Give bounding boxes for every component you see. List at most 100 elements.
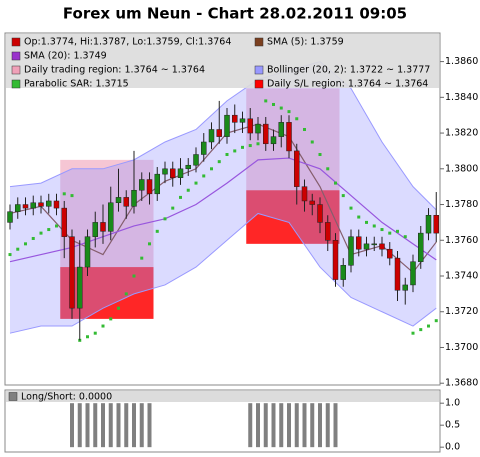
legend-label: SMA (20): 1.3749 (24, 51, 107, 62)
candle-body (286, 122, 292, 152)
bar (287, 403, 291, 448)
bar (271, 403, 276, 448)
lower-panel: Long/Short: 0.0000 0.0 0.5 1.0 (6, 391, 460, 453)
sar-dot (225, 153, 229, 157)
sar-dot (55, 224, 58, 228)
main-panel: 1.3680 1.3700 1.3720 1.3740 1.3760 1.3780 1.38… (7, 56, 478, 389)
sar-dot (326, 167, 330, 171)
bar (108, 403, 113, 448)
candle-body (177, 168, 184, 178)
legend-swatch (8, 392, 18, 401)
bar (263, 403, 268, 448)
candle-body (239, 118, 246, 123)
candle-body (278, 122, 284, 137)
candle-body (201, 141, 207, 155)
candle-body (216, 129, 222, 137)
legend-label: Daily trading region: 1.3764 ~ 1.3764 (24, 65, 205, 76)
candle-body (15, 204, 21, 212)
sar-dot (217, 160, 221, 164)
bar (318, 403, 322, 448)
sar-dot (357, 215, 361, 219)
sar-dot (388, 231, 392, 235)
legend-label: Op:1.3774, Hi:1.3787, Lo:1.3759, Cl:1.37… (24, 37, 231, 48)
sar-dot (31, 236, 35, 240)
sar-dot (334, 181, 337, 185)
candle-body (340, 265, 346, 280)
bar (132, 403, 136, 448)
sar-dot (148, 242, 151, 246)
sar-dot (24, 242, 27, 246)
sar-dot (202, 174, 206, 178)
bar (256, 403, 260, 448)
candle-body (232, 114, 238, 123)
candle-body (77, 266, 83, 309)
sar-dot (124, 292, 128, 296)
sar-dot (47, 228, 51, 232)
candle-body (255, 123, 261, 134)
sar-dot (163, 217, 167, 221)
candle-body (325, 222, 331, 241)
y-tick-label: 1.3760 (445, 235, 478, 246)
sar-dot (132, 274, 136, 278)
legend-swatch (11, 79, 21, 89)
candle-body (356, 236, 362, 250)
legend-label: SMA (5): 1.3759 (267, 37, 344, 48)
candle-body (387, 248, 393, 259)
y-tick-label: 1.3820 (445, 128, 478, 139)
candle-body (139, 179, 145, 191)
candle-body (38, 202, 44, 207)
sar-dot (411, 331, 415, 335)
y-tick-label: 1.3700 (445, 342, 478, 353)
candle-body (84, 236, 91, 268)
legend-swatch (254, 79, 264, 89)
sar-dot (155, 229, 159, 233)
candle-body (108, 202, 114, 232)
sar-dot (303, 127, 306, 131)
candle-body (131, 189, 137, 207)
sar-dot (264, 99, 268, 103)
bar (70, 403, 74, 448)
y-tick-label: 1.0 (445, 398, 460, 409)
bar (325, 403, 330, 448)
legend-swatch (254, 37, 264, 47)
panel-header (6, 391, 439, 402)
legend-box (6, 34, 439, 88)
candle-body (301, 186, 308, 202)
y-tick-label: 1.3840 (445, 92, 478, 103)
bar (279, 403, 284, 448)
candle-body (92, 222, 98, 237)
bar (302, 403, 307, 448)
sar-dot (93, 331, 97, 335)
sar-dot (341, 194, 345, 198)
sar-dot (117, 306, 120, 310)
sar-dot (419, 328, 423, 332)
sar-dot (295, 117, 299, 121)
sar-dot (210, 167, 213, 171)
sar-dot (372, 224, 376, 228)
candle-body (170, 168, 176, 178)
candle-body (309, 200, 315, 205)
legend-label: Parabolic SAR: 1.3715 (24, 79, 129, 90)
indicator-line (9, 157, 437, 263)
bar (248, 403, 253, 448)
sar-dot (427, 324, 430, 328)
candle-body (123, 197, 129, 207)
sar-dot (380, 228, 384, 232)
candle-body (100, 222, 106, 232)
candle-body (7, 211, 13, 223)
bar (77, 403, 82, 448)
y-tick-label: 1.3720 (445, 306, 478, 317)
sar-dot (194, 181, 198, 185)
bar (147, 403, 152, 448)
candle-body (154, 173, 160, 195)
indicator-line (9, 61, 437, 211)
y-tick-label: 1.3860 (445, 56, 478, 67)
sar-dot (318, 153, 322, 157)
candle-body (433, 215, 439, 234)
candle-body (379, 243, 385, 250)
candle-body (394, 257, 401, 291)
sar-dot (101, 324, 105, 328)
candle-body (332, 240, 339, 280)
candle-body (247, 118, 253, 134)
